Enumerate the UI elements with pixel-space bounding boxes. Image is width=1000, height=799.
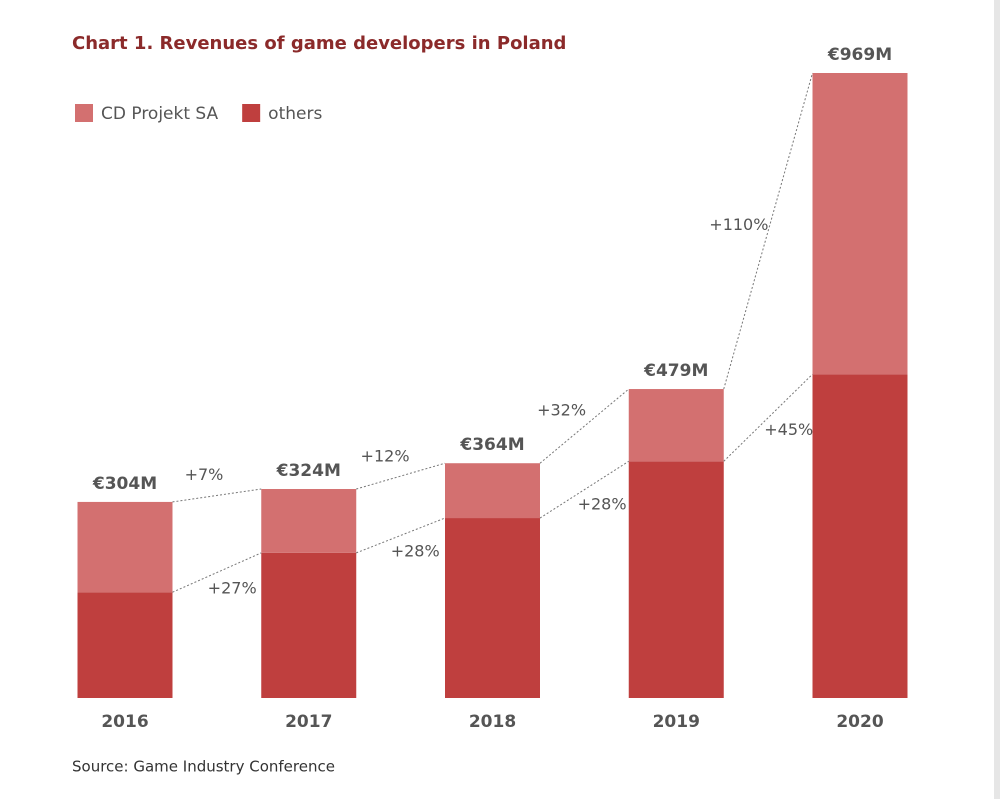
connector (723, 373, 813, 462)
connector (539, 460, 630, 519)
legend-label: CD Projekt SA (101, 104, 219, 124)
growth-label: +7% (185, 465, 224, 484)
total-label: €479M (643, 361, 708, 381)
legend-label: others (268, 104, 322, 124)
connector (539, 388, 630, 464)
bar-segment (261, 552, 357, 698)
bar-segment (628, 389, 724, 462)
bar-segment (812, 374, 908, 698)
legend-swatch (75, 104, 93, 122)
growth-label: +27% (208, 579, 257, 598)
growth-label: +32% (537, 400, 586, 419)
growth-label: +28% (578, 494, 627, 513)
x-tick-label: 2018 (469, 712, 516, 732)
growth-label: +12% (361, 446, 410, 465)
x-tick-label: 2016 (101, 712, 148, 732)
connector (172, 552, 262, 593)
total-label: €324M (276, 461, 341, 481)
x-tick-label: 2017 (285, 712, 332, 732)
edge (994, 0, 1000, 799)
bar-segment (812, 73, 908, 375)
total-label: €364M (459, 435, 524, 455)
chart-title: Chart 1. Revenues of game developers in … (72, 33, 566, 54)
source: Source: Game Industry Conference (72, 758, 335, 776)
growth-label: +28% (391, 542, 440, 561)
bar-segment (445, 463, 540, 519)
total-label: €304M (92, 474, 157, 494)
connector (356, 462, 446, 490)
growth-label: +45% (764, 420, 813, 439)
x-tick-label: 2020 (836, 712, 883, 732)
bar-segment (77, 501, 173, 593)
total-label: €969M (827, 45, 892, 65)
connector (723, 72, 813, 390)
bar-segment (261, 489, 357, 553)
connector (172, 488, 262, 503)
growth-label: +110% (709, 215, 768, 234)
bar-segment (445, 518, 540, 698)
x-tick-label: 2019 (653, 712, 700, 732)
legend-swatch (242, 104, 261, 122)
bar-segment (77, 592, 173, 698)
bar-segment (628, 461, 724, 698)
